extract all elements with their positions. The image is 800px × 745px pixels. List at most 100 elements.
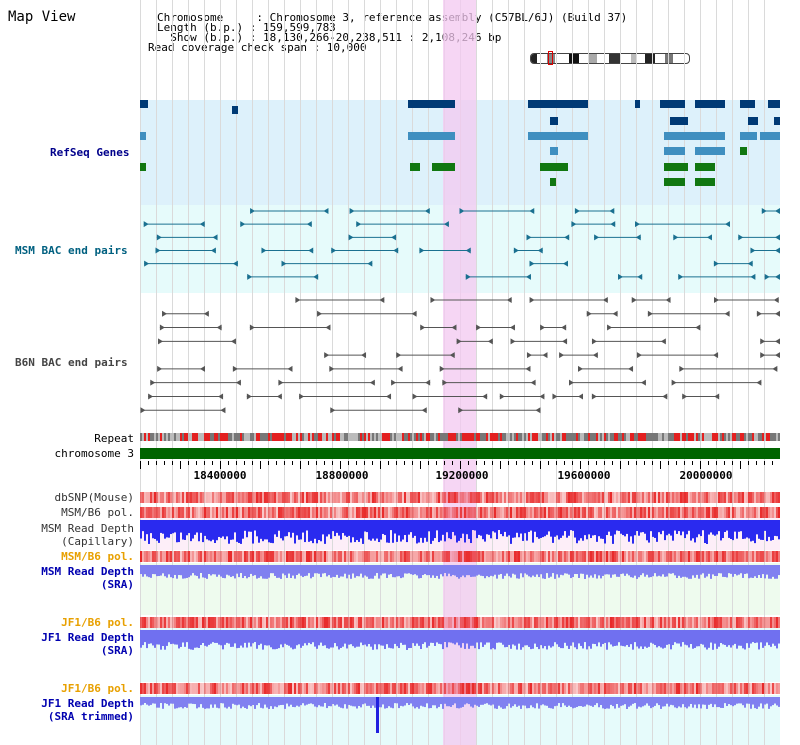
dbsnp-cell (218, 492, 220, 503)
msm-sra-depth-bar (302, 565, 304, 578)
dbsnp-cell (314, 492, 316, 503)
msm-pol2-cell (712, 551, 714, 562)
repeat-segment (252, 433, 254, 441)
msm-pol2-cell (320, 551, 322, 562)
jf1-trim-depth-bar (562, 697, 564, 704)
jf1-pol2-cell (206, 683, 208, 694)
jf1-sra-depth-bar (600, 630, 602, 647)
jf1-pol-cell (568, 617, 570, 628)
msm-pol-cell (754, 507, 756, 518)
msm-sra-depth-bar (230, 565, 232, 577)
msm-cap-depth-bar (308, 520, 310, 542)
genome-viewport[interactable]: 18400000 18800000 19200000 19600000 20000000 (140, 0, 780, 745)
jf1-pol2-cell (492, 683, 494, 694)
jf1-trim-depth-bar (736, 697, 738, 704)
msm-sra-depth-bar (236, 565, 238, 574)
jf1-trim-depth-bar (556, 697, 558, 706)
b6n-bac-pair-end (456, 338, 462, 345)
dbsnp-cell (678, 492, 680, 503)
msm-cap-depth-bar (720, 520, 722, 541)
msm-cap-depth-bar (176, 520, 178, 543)
repeat-segment (170, 433, 172, 441)
axis-tick (444, 461, 445, 465)
chromosome-ideogram[interactable] (530, 53, 690, 64)
gene-feature (566, 100, 588, 108)
dbsnp-cell (770, 492, 772, 503)
dbsnp-cell (400, 492, 402, 503)
msm-pol-cell (280, 507, 282, 518)
dbsnp-cell (714, 492, 716, 503)
repeat-segment (674, 433, 676, 441)
dbsnp-cell (418, 492, 420, 503)
msm-sra-depth-bar (646, 565, 648, 575)
msm-pol-cell (446, 507, 448, 518)
jf1-sra-depth-bar (166, 630, 168, 646)
jf1-sra-depth-bar (244, 630, 246, 643)
jf1-sra-depth-bar (726, 630, 728, 647)
repeat-segment (444, 433, 446, 441)
b6n-bac-label[interactable]: B6N BAC end pairs (15, 356, 128, 369)
jf1-trim-depth-bar (492, 697, 494, 705)
repeat-segment (248, 433, 250, 441)
msm-pol2-cell (500, 551, 502, 562)
msm-pol2-cell (206, 551, 208, 562)
jf1-pol2-cell (430, 683, 432, 694)
msm-sra-depth-bar (258, 565, 260, 578)
jf1-read-depth-sra-label-1: JF1 Read Depth (41, 631, 134, 644)
msm-cap-depth-bar (724, 520, 726, 533)
msm-bac-pair-end (775, 273, 780, 280)
msm-pol-cell (180, 507, 182, 518)
msm-pol-cell (500, 507, 502, 518)
jf1-pol-cell (476, 617, 478, 628)
jf1-trim-depth-bar (684, 697, 686, 708)
msm-cap-depth-bar (688, 520, 690, 531)
msm-sra-depth-bar (684, 565, 686, 577)
jf1-pol-cell (576, 617, 578, 628)
msm-pol-cell (578, 507, 580, 518)
msm-cap-depth-bar (750, 520, 752, 542)
jf1-pol2-cell (246, 683, 248, 694)
jf1-sra-depth-bar (272, 630, 274, 650)
jf1-sra-depth-bar (602, 630, 604, 645)
dbsnp-cell (758, 492, 760, 503)
jf1-trim-depth-bar (540, 697, 542, 706)
jf1-trim-depth-bar (560, 697, 562, 708)
msm-pol-cell (702, 507, 704, 518)
jf1-pol2-cell (608, 683, 610, 694)
msm-cap-depth-bar (434, 520, 436, 539)
msm-cap-depth-bar (196, 520, 198, 533)
b6n-bac-pair-end (287, 365, 293, 372)
jf1-trim-depth-bar (186, 697, 188, 708)
repeat-segment (768, 433, 770, 441)
repeat-segment (174, 433, 176, 441)
jf1-sra-depth-bar (262, 630, 264, 650)
msm-pol2-cell (728, 551, 730, 562)
jf1-pol-cell (392, 617, 394, 628)
dbsnp-cell (182, 492, 184, 503)
dbsnp-cell (420, 492, 422, 503)
msm-cap-depth-bar (404, 520, 406, 536)
jf1-trim-depth-bar (730, 697, 732, 706)
axis-tick (500, 461, 501, 469)
jf1-trim-depth-bar (536, 697, 538, 704)
jf1-trim-depth-bar (284, 697, 286, 709)
msm-pol-cell (376, 507, 378, 518)
msm-cap-depth-bar (564, 520, 566, 532)
msm-bac-label[interactable]: MSM BAC end pairs (15, 244, 128, 257)
msm-sra-depth-bar (576, 565, 578, 575)
jf1-pol2-cell (672, 683, 674, 694)
jf1-pol-cell (546, 617, 548, 628)
msm-cap-depth-bar (632, 520, 634, 544)
refseq-genes-label[interactable]: RefSeq Genes (50, 146, 130, 159)
msm-sra-depth-bar (172, 565, 174, 579)
repeat-segment (602, 433, 604, 441)
jf1-pol-cell (182, 617, 184, 628)
msm-sra-depth-bar (740, 565, 742, 574)
jf1-trim-depth-bar (190, 697, 192, 704)
repeat-segment (514, 433, 516, 441)
msm-pol-cell (342, 507, 344, 518)
selected-region-highlight[interactable] (443, 0, 476, 745)
jf1-sra-depth-bar (232, 630, 234, 647)
repeat-segment (306, 433, 308, 441)
dbsnp-cell (164, 492, 166, 503)
